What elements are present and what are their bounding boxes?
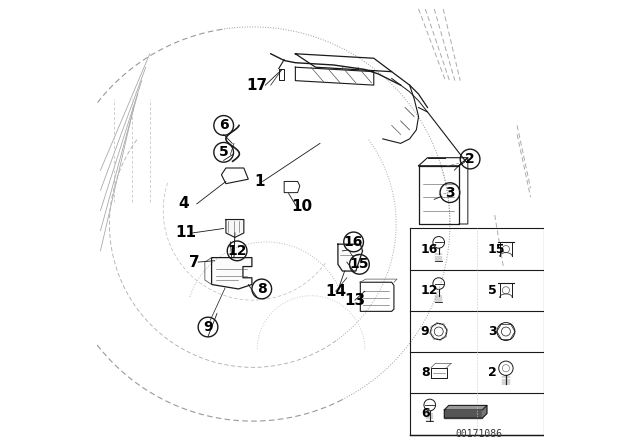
Polygon shape xyxy=(221,168,248,184)
Polygon shape xyxy=(483,405,487,418)
Text: 8: 8 xyxy=(257,282,267,296)
Text: 5: 5 xyxy=(219,145,228,159)
Polygon shape xyxy=(212,258,252,289)
Polygon shape xyxy=(338,244,363,271)
Polygon shape xyxy=(444,405,487,410)
Text: 12: 12 xyxy=(421,284,438,297)
Text: 3: 3 xyxy=(445,185,455,200)
Text: 9: 9 xyxy=(421,325,429,338)
Text: 10: 10 xyxy=(291,198,313,214)
Text: 16: 16 xyxy=(421,242,438,256)
Text: 15: 15 xyxy=(349,257,369,271)
Text: 00171086: 00171086 xyxy=(456,429,502,439)
Text: 14: 14 xyxy=(325,284,346,299)
Text: 5: 5 xyxy=(488,284,497,297)
Text: 16: 16 xyxy=(344,235,364,249)
Text: 13: 13 xyxy=(344,293,365,308)
Text: 2: 2 xyxy=(488,366,497,379)
Text: 2: 2 xyxy=(465,152,475,166)
Text: 6: 6 xyxy=(421,407,429,421)
Text: 9: 9 xyxy=(203,320,213,334)
Text: 8: 8 xyxy=(421,366,429,379)
Text: 1: 1 xyxy=(254,174,265,189)
Text: 6: 6 xyxy=(219,118,228,133)
Text: 11: 11 xyxy=(175,225,196,241)
Polygon shape xyxy=(226,220,244,237)
Text: 17: 17 xyxy=(246,78,268,93)
Polygon shape xyxy=(444,410,483,418)
Polygon shape xyxy=(284,181,300,193)
Text: 12: 12 xyxy=(227,244,247,258)
Text: 3: 3 xyxy=(488,325,497,338)
Text: 4: 4 xyxy=(178,196,189,211)
Text: 7: 7 xyxy=(189,254,200,270)
Text: 15: 15 xyxy=(488,242,506,256)
